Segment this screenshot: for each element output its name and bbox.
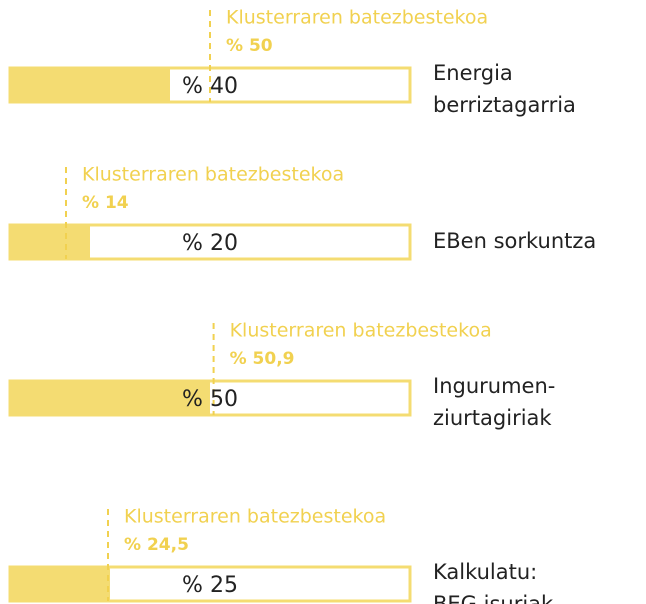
average-name: Klusterraren batezbestekoa [226,7,488,29]
bar [10,68,170,102]
average-name: Klusterraren batezbestekoa [124,506,386,528]
category-label: Ingurumen- [433,374,555,398]
category-label: ziurtagiriak [433,406,552,430]
category-label: berriztagarria [433,93,576,117]
average-label: % 14 [82,193,129,213]
value-label: % 50 [182,387,238,412]
bar [10,567,110,601]
average-name: Klusterraren batezbestekoa [82,164,344,186]
category-label: Energia [433,61,513,85]
category-label: Kalkulatu: [433,560,537,584]
value-label: % 40 [182,74,238,99]
category-label: BEG isuriak [433,592,554,604]
average-label: % 50 [226,36,273,56]
average-label: % 24,5 [124,535,189,555]
value-label: % 25 [182,573,238,598]
average-label: % 50,9 [230,349,295,369]
bar [10,381,210,415]
bar [10,225,90,259]
average-name: Klusterraren batezbestekoa [230,320,492,342]
category-label: EBen sorkuntza [433,229,596,253]
value-label: % 20 [182,231,238,256]
